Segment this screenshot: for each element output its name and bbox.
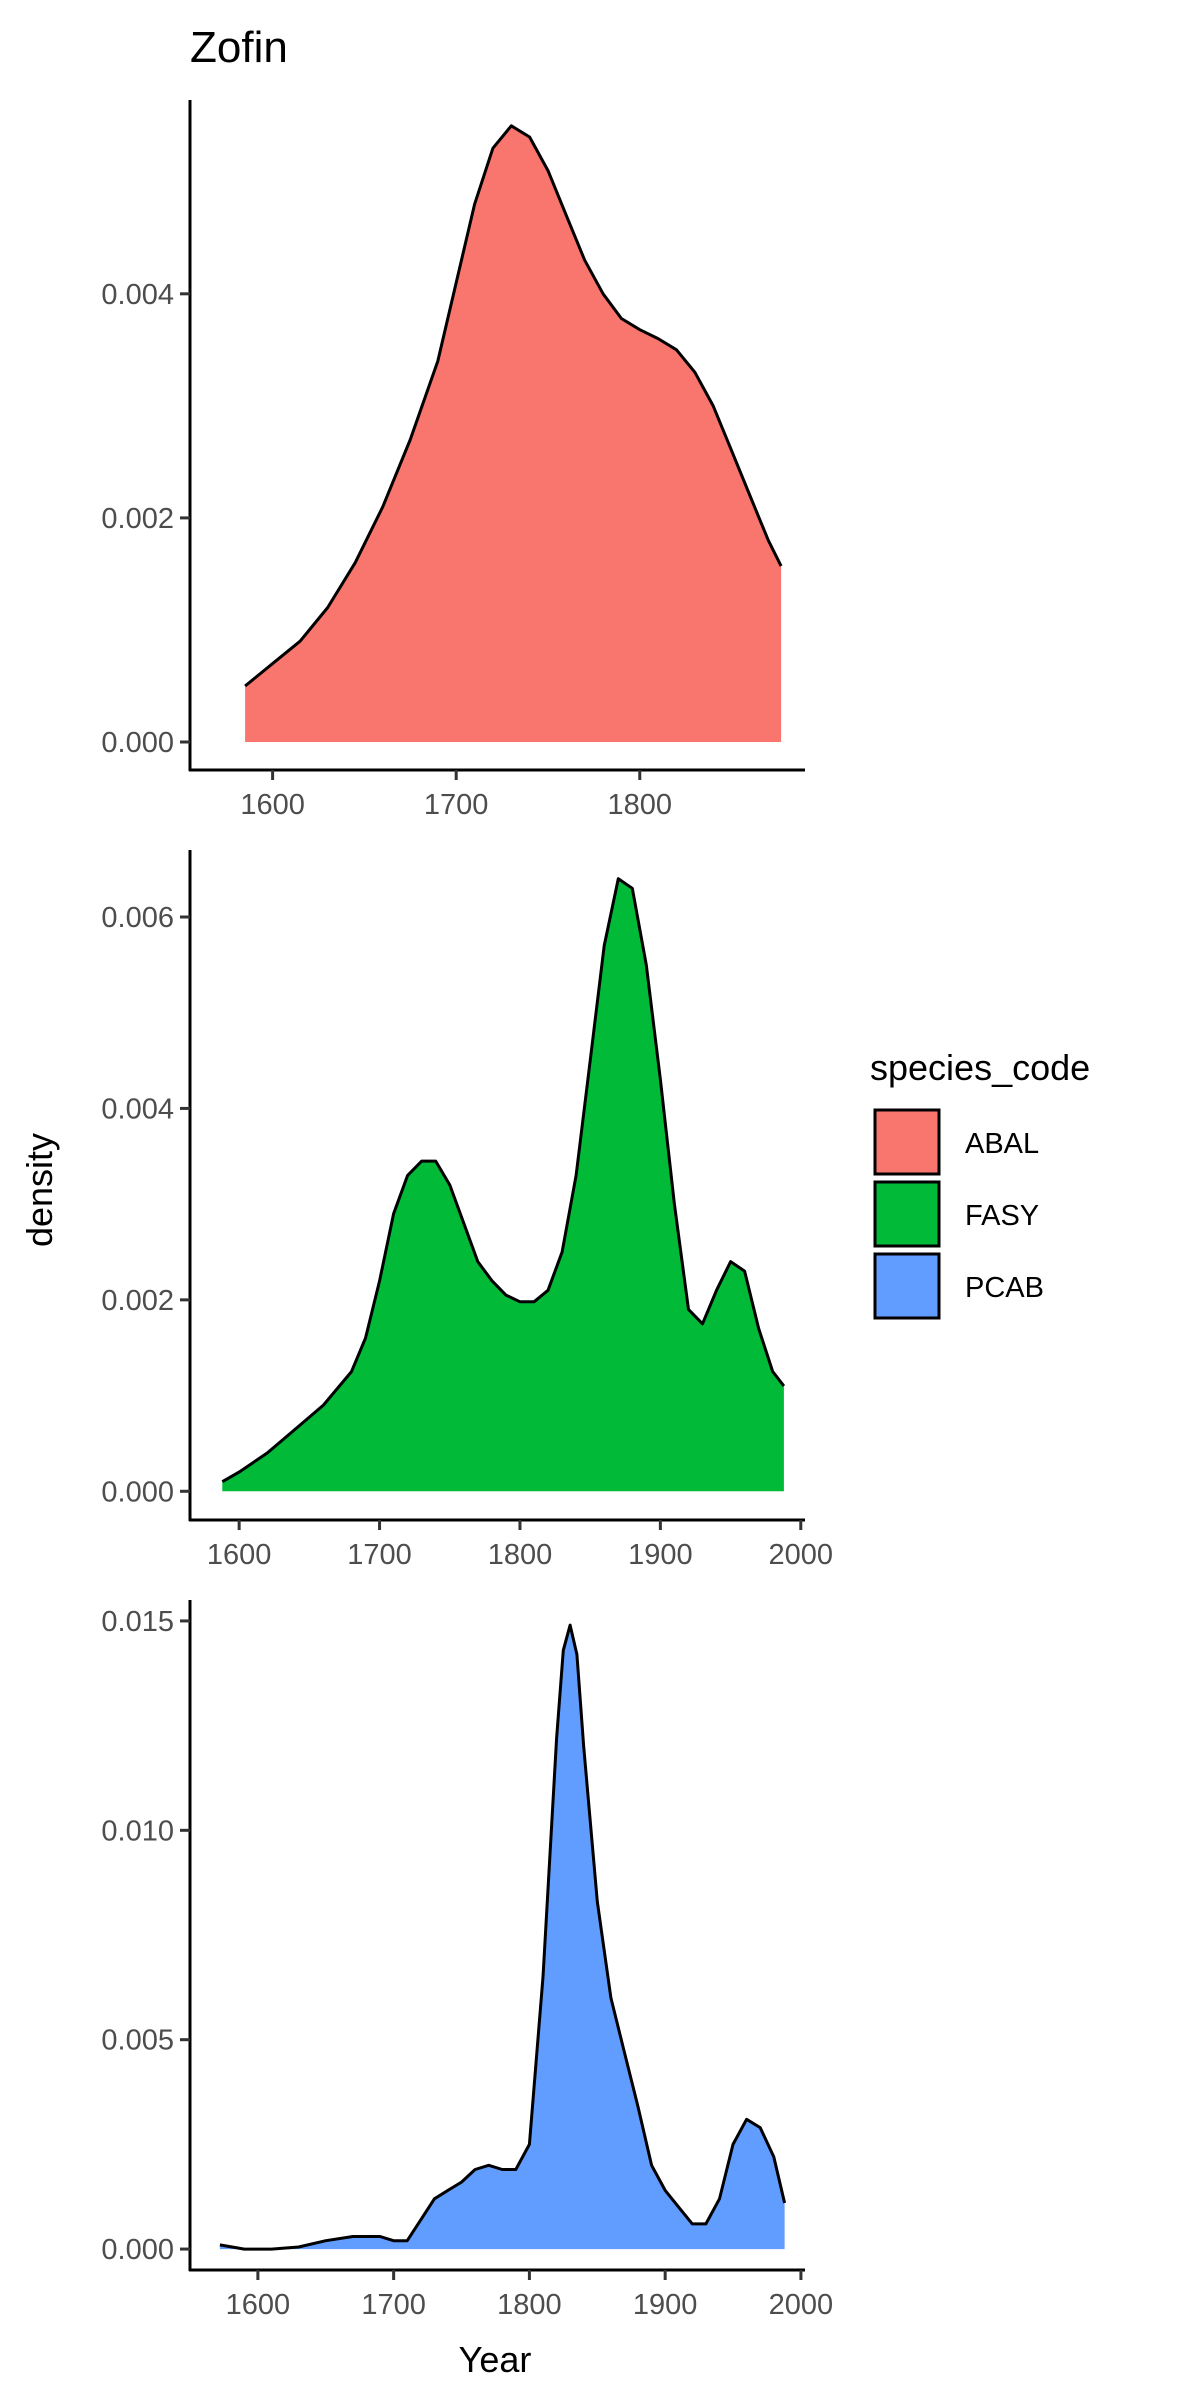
density-area-abal (245, 125, 782, 743)
x-tick-label: 1800 (497, 2289, 562, 2321)
legend-item-fasy: FASY (873, 1180, 1039, 1248)
legend-item-pcab: PCAB (873, 1252, 1044, 1320)
y-tick-label: 0.006 (101, 902, 174, 934)
y-tick-label: 0.000 (101, 1476, 174, 1508)
x-tick-label: 2000 (769, 1539, 834, 1571)
legend-key-swatch (873, 1108, 941, 1176)
legend-item-abal: ABAL (873, 1108, 1039, 1176)
x-tick-label: 1700 (424, 789, 489, 821)
density-line-pcab (219, 1623, 787, 2251)
y-tick-label: 0.005 (101, 2025, 174, 2057)
legend-key-swatch (873, 1180, 941, 1248)
x-tick-label: 1600 (207, 1539, 272, 1571)
x-tick-label: 1600 (226, 2289, 291, 2321)
y-tick-label: 0.002 (101, 503, 174, 535)
x-tick-label: 1800 (488, 1539, 553, 1571)
density-area-fasy (222, 878, 784, 1492)
y-tick-label: 0.000 (101, 727, 174, 759)
panel-fasy: 1600 1700 1800 1900 2000 0.000 0.002 0.004 0.006 (101, 850, 833, 1571)
legend-key-swatch (873, 1252, 941, 1320)
x-tick-label: 1800 (608, 789, 673, 821)
x-tick-label: 1900 (628, 1539, 693, 1571)
legend-label: PCAB (965, 1272, 1044, 1304)
x-tick-label: 1900 (633, 2289, 698, 2321)
density-line-abal (244, 124, 783, 688)
chart-title: Zofin (190, 23, 288, 72)
y-tick-label: 0.000 (101, 2234, 174, 2266)
x-tick-label: 1700 (361, 2289, 426, 2321)
legend-title: species_code (870, 1047, 1090, 1088)
y-tick-label: 0.004 (101, 1093, 174, 1125)
density-line-fasy (221, 877, 786, 1484)
y-tick-label: 0.004 (101, 279, 174, 311)
x-tick-label: 2000 (769, 2289, 834, 2321)
y-tick-label: 0.002 (101, 1285, 174, 1317)
y-axis-title: density (19, 1133, 60, 1247)
legend-label: FASY (965, 1200, 1039, 1232)
x-tick-label: 1700 (347, 1539, 412, 1571)
x-tick-label: 1600 (240, 789, 305, 821)
density-area-pcab (219, 1625, 785, 2250)
panel-abal: 1600 1700 1800 0.000 0.002 0.004 (101, 100, 805, 821)
x-axis-title: Year (459, 2339, 532, 2380)
legend-items: ABAL FASY PCAB (873, 1108, 1044, 1320)
y-tick-label: 0.015 (101, 1606, 174, 1638)
y-tick-label: 0.010 (101, 1815, 174, 1847)
legend-label: ABAL (965, 1128, 1039, 1160)
panel-pcab: 1600 1700 1800 1900 2000 0.000 0.005 0.010 0.015 (101, 1600, 833, 2321)
legend: species_code ABAL FASY PCAB (870, 1047, 1090, 1320)
